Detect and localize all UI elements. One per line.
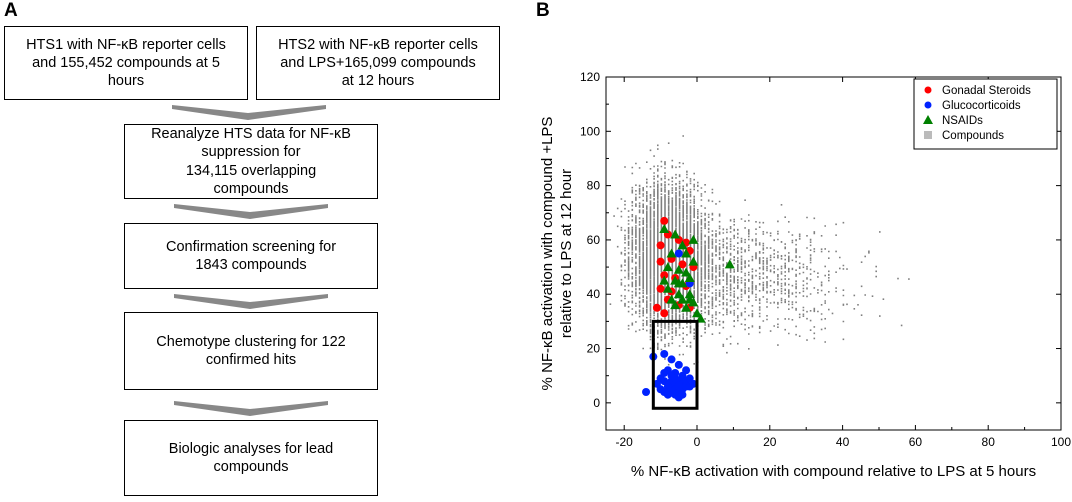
y-tick-label: 100 (580, 124, 600, 138)
axes-layer: -20 0 20 40 60 80 100 0 20 40 60 80 100 120 (580, 70, 1071, 449)
y-tick-label: 60 (587, 233, 601, 247)
panel-b-label: B (536, 0, 550, 21)
glucocorticoids-point (660, 368, 669, 377)
y-tick-label: 120 (580, 70, 600, 84)
glucocorticoids-point (660, 349, 669, 358)
glucocorticoids-point (642, 387, 651, 396)
x-tick-label: 0 (694, 435, 701, 449)
nsaids-point (662, 262, 673, 272)
y-tick-label: 80 (587, 179, 601, 193)
nsaids-point (681, 302, 692, 312)
y-axis-title-line1: % NF-κB activation with compound +LPS (539, 117, 556, 391)
glucocorticoids-point (689, 379, 698, 388)
x-tick-label: 80 (982, 435, 996, 449)
glucocorticoids-point (656, 385, 665, 394)
y-tick-label: 40 (587, 287, 601, 301)
glucocorticoids-point (682, 366, 691, 375)
panel-a-label: A (4, 0, 18, 21)
flow-box-clustering: Chemotype clustering for 122 confirmed h… (124, 312, 378, 390)
gonadal-steroids-point (656, 241, 665, 250)
nsaids-point (666, 294, 677, 304)
glucocorticoids-point (671, 374, 680, 383)
legend-marker (924, 101, 932, 109)
legend-marker (924, 86, 932, 94)
flow-box-reanalyze: Reanalyze HTS data for NF-κB suppression… (124, 124, 378, 199)
nsaids-point (673, 278, 684, 288)
glucocorticoids-point (667, 355, 676, 364)
glucocorticoids-point (674, 249, 683, 258)
plot-frame (605, 76, 1062, 431)
nsaids-point (677, 294, 688, 304)
x-tick-label: 20 (763, 435, 777, 449)
legend-label: Gonadal Steroids (942, 85, 1031, 97)
nsaids-point (688, 256, 699, 266)
nsaids-point (692, 308, 702, 318)
nsaids-point (684, 289, 695, 299)
glucocorticoids-point (674, 382, 683, 391)
y-tick-label: 0 (593, 396, 600, 410)
nsaids-point (688, 234, 699, 244)
flow-box-hts2: HTS2 with NF-κB reporter cells and LPS+1… (256, 26, 500, 100)
x-tick-label: 40 (836, 435, 850, 449)
nsaids-point (670, 300, 681, 310)
nsaids-point (684, 294, 695, 304)
down-arrow-3 (174, 294, 328, 309)
highlight-points-layer (642, 216, 735, 402)
legend-frame (913, 78, 1058, 150)
legend: Gonadal Steroids Glucocorticoids NSAIDs Com… (913, 78, 1058, 150)
gonadal-steroids-point (660, 309, 669, 318)
nsaids-point (670, 229, 681, 239)
down-arrow-4 (174, 401, 328, 416)
y-axis-title-line2: relative to LPS at 12 hour (558, 169, 575, 338)
nsaids-point (659, 224, 670, 234)
gonadal-steroids-point (656, 257, 665, 266)
nsaids-point (659, 275, 670, 285)
legend-label: Compounds (942, 130, 1004, 142)
down-arrow-1 (172, 105, 326, 120)
down-arrow-2 (174, 204, 328, 219)
gonadal-steroids-point (656, 284, 665, 293)
nsaids-point (681, 248, 692, 258)
nsaids-point (684, 272, 695, 282)
glucocorticoids-point (674, 360, 683, 369)
legend-marker (923, 115, 933, 124)
glucocorticoids-point (674, 393, 683, 402)
gonadal-steroids-point (678, 260, 687, 269)
legend-label: Glucocorticoids (942, 100, 1021, 112)
glucocorticoids-point (663, 390, 672, 399)
nsaids-point (677, 240, 688, 250)
x-tick-label: -20 (616, 435, 634, 449)
legend-marker (924, 131, 932, 139)
nsaids-point (724, 259, 735, 269)
nsaids-point (666, 248, 677, 258)
nsaids-point (673, 264, 684, 274)
gonadal-steroids-point (660, 271, 669, 280)
x-axis-title: % NF-κB activation with compound relativ… (631, 463, 1036, 480)
nsaids-point (662, 283, 673, 293)
flow-box-hts1: HTS1 with NF-κB reporter cells and 155,4… (4, 26, 248, 100)
nsaids-point (681, 267, 692, 277)
y-tick-label: 20 (587, 342, 601, 356)
gonadal-steroids-point (652, 303, 661, 312)
legend-label: NSAIDs (942, 115, 983, 127)
flow-box-confirmation: Confirmation screening for 1843 compound… (124, 223, 378, 289)
x-tick-label: 60 (909, 435, 923, 449)
flow-box-biologic: Biologic analyses for lead compounds (124, 420, 378, 496)
nsaids-point (673, 289, 684, 299)
gonadal-steroids-point (660, 216, 669, 225)
selection-box (651, 319, 699, 410)
x-tick-label: 100 (1051, 435, 1071, 449)
